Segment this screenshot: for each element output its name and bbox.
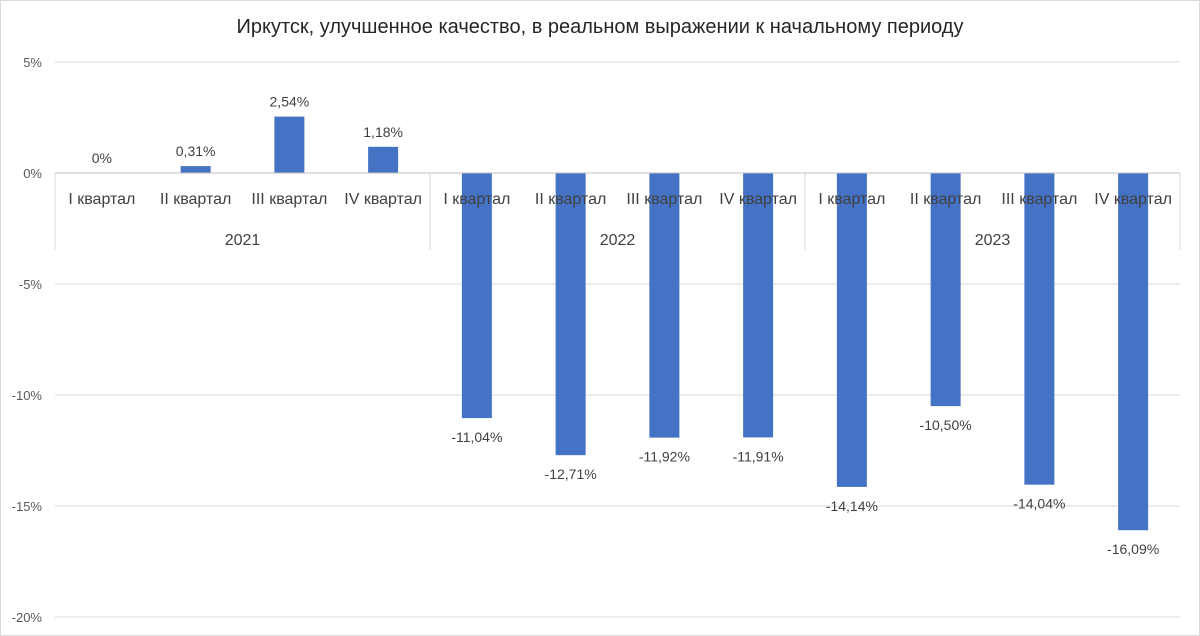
x-tick-label: IV квартал xyxy=(1094,191,1172,208)
bar xyxy=(743,173,774,438)
x-group-label: 2023 xyxy=(975,232,1011,249)
data-label: -14,04% xyxy=(1013,496,1065,512)
bar xyxy=(274,116,305,173)
bar xyxy=(1118,173,1149,531)
data-label: -14,14% xyxy=(826,498,878,514)
bar xyxy=(180,166,211,173)
x-tick-label: I квартал xyxy=(68,191,135,208)
y-tick-label: 5% xyxy=(23,55,42,70)
y-tick-label: -15% xyxy=(12,499,43,514)
data-label: -11,04% xyxy=(451,429,502,445)
y-tick-label: -10% xyxy=(12,388,43,403)
bar xyxy=(1024,173,1055,485)
bar xyxy=(836,173,867,487)
data-label: 1,18% xyxy=(363,124,403,140)
x-tick-label: IV квартал xyxy=(719,191,797,208)
x-tick-label: II квартал xyxy=(910,191,981,208)
bar xyxy=(930,173,961,407)
x-tick-label: III квартал xyxy=(251,191,327,208)
bar xyxy=(649,173,680,438)
data-label: -10,50% xyxy=(920,417,972,433)
data-label: 0,31% xyxy=(176,143,216,159)
x-group-label: 2022 xyxy=(600,232,636,249)
data-label: 0% xyxy=(92,150,112,166)
chart-title: Иркутск, улучшенное качество, в реальном… xyxy=(236,16,964,38)
x-tick-label: II квартал xyxy=(535,191,606,208)
y-tick-label: -5% xyxy=(19,277,43,292)
bar xyxy=(555,173,586,456)
y-tick-label: 0% xyxy=(23,166,42,181)
y-tick-label: -20% xyxy=(12,610,43,625)
bar xyxy=(368,146,399,173)
x-tick-label: III квартал xyxy=(626,191,702,208)
bar xyxy=(461,173,492,419)
data-label: -11,92% xyxy=(639,449,690,465)
x-tick-label: III квартал xyxy=(1001,191,1077,208)
x-tick-label: I квартал xyxy=(443,191,510,208)
data-label: -11,91% xyxy=(733,448,784,464)
x-tick-label: II квартал xyxy=(160,191,231,208)
data-label: 2,54% xyxy=(270,94,310,110)
x-tick-label: I квартал xyxy=(818,191,885,208)
data-label: -12,71% xyxy=(545,466,597,482)
x-group-label: 2021 xyxy=(225,232,261,249)
data-label: -16,09% xyxy=(1107,541,1159,557)
x-tick-label: IV квартал xyxy=(344,191,422,208)
